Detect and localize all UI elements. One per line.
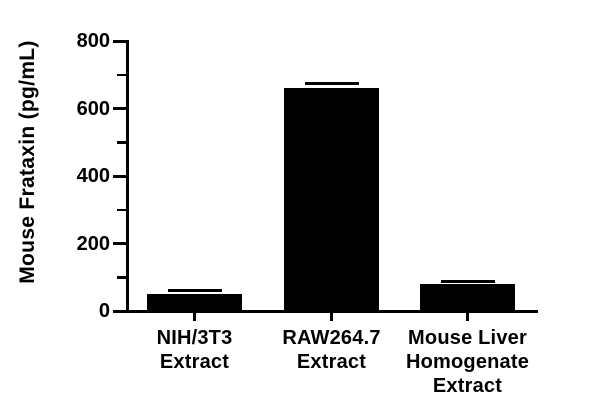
error-bar-cap-3 bbox=[440, 279, 495, 283]
error-bar-cap-2 bbox=[304, 82, 359, 86]
y-tick-label: 800 bbox=[76, 30, 110, 52]
y-tick-label: 600 bbox=[76, 97, 110, 120]
y-major-tick bbox=[113, 39, 126, 43]
x-category-label-1: NIH/3T3 Extract bbox=[105, 326, 285, 374]
y-tick-label: 400 bbox=[76, 165, 110, 187]
y-minor-tick bbox=[117, 276, 126, 279]
x-category-label-line: Mouse Liver bbox=[408, 327, 527, 349]
y-major-tick bbox=[113, 107, 126, 110]
x-category-label-line: RAW264.7 bbox=[282, 327, 381, 349]
x-category-label-2: RAW264.7 Extract bbox=[242, 326, 422, 374]
y-tick-label: 0 bbox=[98, 300, 110, 322]
bar-3 bbox=[420, 284, 515, 311]
y-axis-line bbox=[126, 39, 129, 313]
y-major-tick bbox=[113, 309, 126, 313]
y-minor-tick bbox=[117, 208, 126, 211]
x-tick-2 bbox=[330, 312, 333, 321]
x-category-label-3: Mouse Liver Homogenate Extract bbox=[378, 326, 558, 398]
x-category-label-line: Extract bbox=[432, 375, 503, 397]
x-category-label-line: Extract bbox=[296, 351, 367, 373]
x-category-label-line: NIH/3T3 bbox=[156, 327, 233, 349]
y-minor-tick bbox=[117, 141, 126, 144]
y-major-tick bbox=[113, 174, 126, 178]
bar-1 bbox=[147, 294, 242, 311]
x-axis-line bbox=[117, 309, 538, 313]
bar-2 bbox=[284, 88, 379, 311]
y-major-tick bbox=[113, 242, 126, 245]
y-minor-tick bbox=[117, 73, 126, 76]
x-category-label-line: Homogenate bbox=[405, 351, 530, 373]
x-tick-3 bbox=[466, 312, 469, 321]
y-tick-label: 200 bbox=[76, 232, 110, 255]
x-tick-1 bbox=[193, 312, 196, 321]
x-category-label-line: Extract bbox=[159, 351, 230, 373]
error-bar-cap-1 bbox=[167, 289, 222, 293]
